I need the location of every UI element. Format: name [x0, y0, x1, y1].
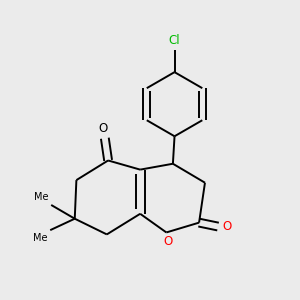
Text: Me: Me	[33, 233, 48, 243]
Text: O: O	[164, 235, 172, 248]
Text: Me: Me	[34, 192, 49, 202]
Text: O: O	[223, 220, 232, 233]
Text: Cl: Cl	[169, 34, 180, 47]
Text: O: O	[99, 122, 108, 135]
